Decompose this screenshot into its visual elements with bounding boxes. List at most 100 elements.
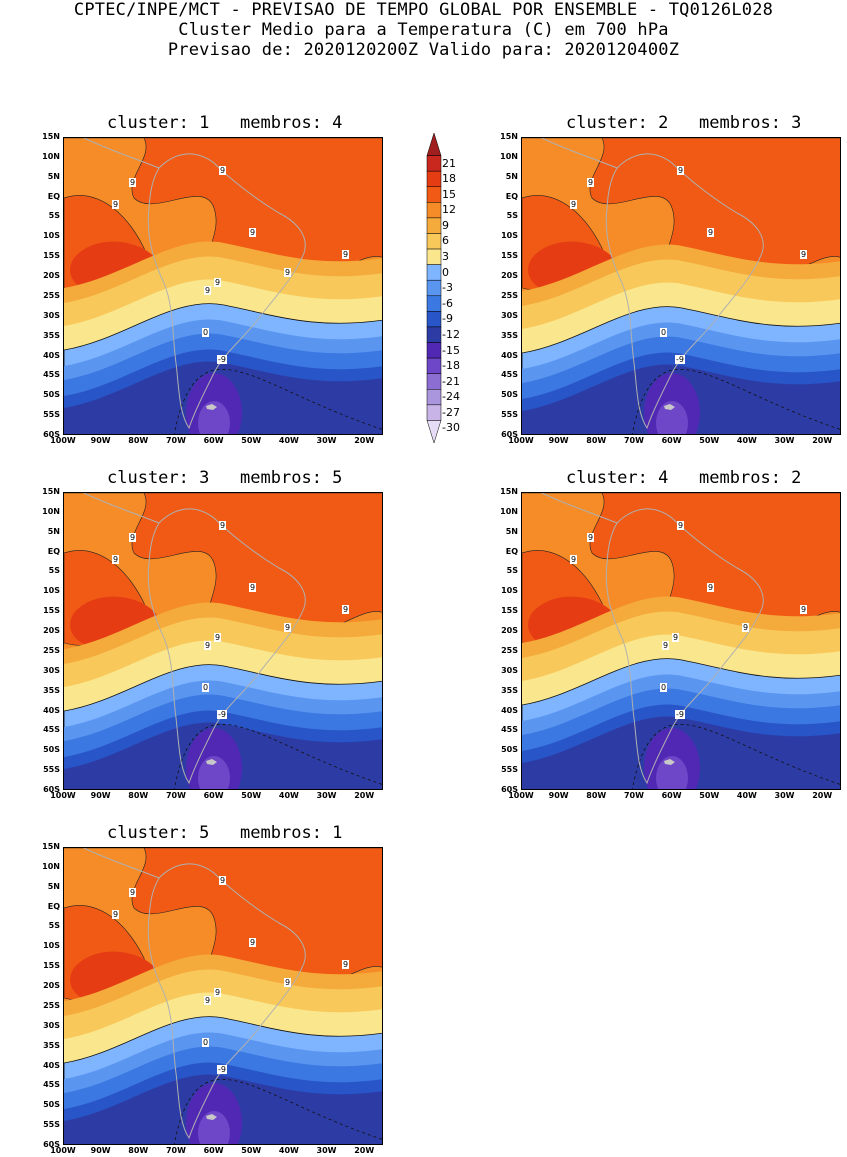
contour-label: 9 bbox=[219, 521, 227, 530]
falklands-outline bbox=[664, 759, 675, 765]
lat-tick-label: 30S bbox=[501, 310, 518, 320]
contour-label: 9 bbox=[587, 178, 595, 187]
colorbar-segment bbox=[426, 342, 442, 359]
lon-tick-label: 50W bbox=[241, 436, 262, 445]
lon-tick-label: 30W bbox=[316, 1146, 337, 1155]
lon-tick-label: 30W bbox=[316, 436, 337, 445]
contour-minus9 bbox=[173, 1078, 382, 1144]
contour-label: 0 bbox=[660, 683, 668, 692]
contour-label: 9 bbox=[662, 641, 670, 650]
colorbar-label: -21 bbox=[442, 374, 460, 388]
contour-label: -9 bbox=[675, 355, 685, 364]
cold-core-inner bbox=[198, 401, 230, 434]
colorbar-segment bbox=[426, 233, 442, 250]
contour-minus9 bbox=[173, 723, 382, 789]
lat-tick-label: 10S bbox=[501, 231, 518, 241]
lon-tick-label: 40W bbox=[736, 436, 757, 445]
colorbar-segment bbox=[426, 202, 442, 219]
lat-tick-label: 5S bbox=[506, 211, 518, 221]
colorbar-segment bbox=[426, 248, 442, 265]
lon-tick-label: 50W bbox=[699, 791, 720, 800]
lon-tick-label: 60W bbox=[203, 791, 224, 800]
contour-label: 9 bbox=[570, 555, 578, 564]
temperature-map-2: 9 9 9 9 9 0 -9 bbox=[521, 137, 841, 435]
contour-label: 9 bbox=[587, 533, 595, 542]
falklands-outline bbox=[664, 404, 675, 410]
lat-tick-label: 40S bbox=[43, 705, 60, 715]
cold-core-inner bbox=[198, 1111, 230, 1144]
contour-label: 9 bbox=[129, 178, 137, 187]
lon-tick-label: 30W bbox=[316, 791, 337, 800]
temperature-map-1: 9 9 9 9 9 9 9 9 0 -9 bbox=[63, 137, 383, 435]
lat-tick-label: 5S bbox=[48, 211, 60, 221]
lat-tick-label: 50S bbox=[501, 745, 518, 755]
cold-core-inner bbox=[198, 756, 230, 789]
lat-tick-label: 25S bbox=[501, 290, 518, 300]
contour-label: -9 bbox=[675, 710, 685, 719]
lat-tick-label: 10N bbox=[500, 506, 518, 516]
lat-tick-label: 15N bbox=[500, 487, 518, 496]
contour-label: 9 bbox=[214, 988, 222, 997]
lat-tick-label: 35S bbox=[43, 330, 60, 340]
contour-label: 9 bbox=[284, 978, 292, 987]
map-svg bbox=[522, 493, 840, 789]
lat-tick-label: 55S bbox=[501, 410, 518, 420]
contour-label: 9 bbox=[249, 583, 257, 592]
lat-tick-label: 20S bbox=[43, 271, 60, 281]
contour-label: 9 bbox=[112, 555, 120, 564]
colorbar-label: 18 bbox=[442, 172, 456, 186]
lat-tick-label: 15N bbox=[42, 132, 60, 141]
lat-tick-label: 40S bbox=[501, 350, 518, 360]
colorbar-label: -24 bbox=[442, 390, 460, 404]
lat-tick-label: 30S bbox=[43, 665, 60, 675]
contour-label: 9 bbox=[342, 605, 350, 614]
contour-minus9 bbox=[631, 723, 840, 789]
lon-tick-label: 50W bbox=[241, 1146, 262, 1155]
lat-tick-label: 30S bbox=[43, 1020, 60, 1030]
lat-tick-label: 15N bbox=[500, 132, 518, 141]
colorbar-label: -6 bbox=[442, 296, 453, 310]
lat-tick-label: 15N bbox=[42, 487, 60, 496]
lat-tick-label: 35S bbox=[501, 330, 518, 340]
lat-tick-label: 25S bbox=[43, 645, 60, 655]
colorbar-label: 21 bbox=[442, 156, 456, 170]
colorbar-label: -30 bbox=[442, 421, 460, 435]
contour-label: 9 bbox=[800, 605, 808, 614]
lon-tick-label: 40W bbox=[278, 436, 299, 445]
contour-label: 9 bbox=[284, 268, 292, 277]
lat-tick-label: 15S bbox=[501, 606, 518, 616]
lon-tick-label: 40W bbox=[736, 791, 757, 800]
lon-tick-label: 70W bbox=[165, 791, 186, 800]
lon-tick-label: 60W bbox=[203, 436, 224, 445]
colorbar-label: 9 bbox=[442, 218, 449, 232]
lat-tick-label: 15N bbox=[42, 842, 60, 851]
colorbar-segment bbox=[426, 326, 442, 343]
contour-label: 0 bbox=[660, 328, 668, 337]
lat-tick-label: 35S bbox=[43, 1040, 60, 1050]
lon-tick-label: 90W bbox=[90, 791, 111, 800]
contour-label: 9 bbox=[284, 623, 292, 632]
lon-tick-label: 60W bbox=[661, 436, 682, 445]
lat-tick-label: 10S bbox=[501, 586, 518, 596]
panel-title-1: cluster: 1 membros: 4 bbox=[107, 113, 343, 133]
colorbar-label: -18 bbox=[442, 359, 460, 373]
lat-tick-label: 55S bbox=[43, 1120, 60, 1130]
lon-tick-label: 80W bbox=[586, 436, 607, 445]
lat-tick-label: 45S bbox=[43, 1080, 60, 1090]
map-svg bbox=[64, 493, 382, 789]
contour-label: 0 bbox=[202, 1038, 210, 1047]
lon-tick-label: 60W bbox=[203, 1146, 224, 1155]
central-america-outline bbox=[83, 848, 160, 879]
contour-label: -9 bbox=[217, 1065, 227, 1074]
contour-label: 9 bbox=[112, 910, 120, 919]
continent-outline bbox=[605, 508, 764, 785]
lon-tick-label: 60W bbox=[661, 791, 682, 800]
lat-tick-label: 20S bbox=[43, 626, 60, 636]
lat-tick-label: EQ bbox=[47, 901, 60, 911]
temperature-map-3: 9999999900-9 bbox=[63, 492, 383, 790]
contour-label: 9 bbox=[677, 521, 685, 530]
contour-label: -9 bbox=[217, 710, 227, 719]
colorbar-label: 3 bbox=[442, 250, 449, 264]
contour-label: 0 bbox=[202, 328, 210, 337]
contour-label: 9 bbox=[214, 633, 222, 642]
